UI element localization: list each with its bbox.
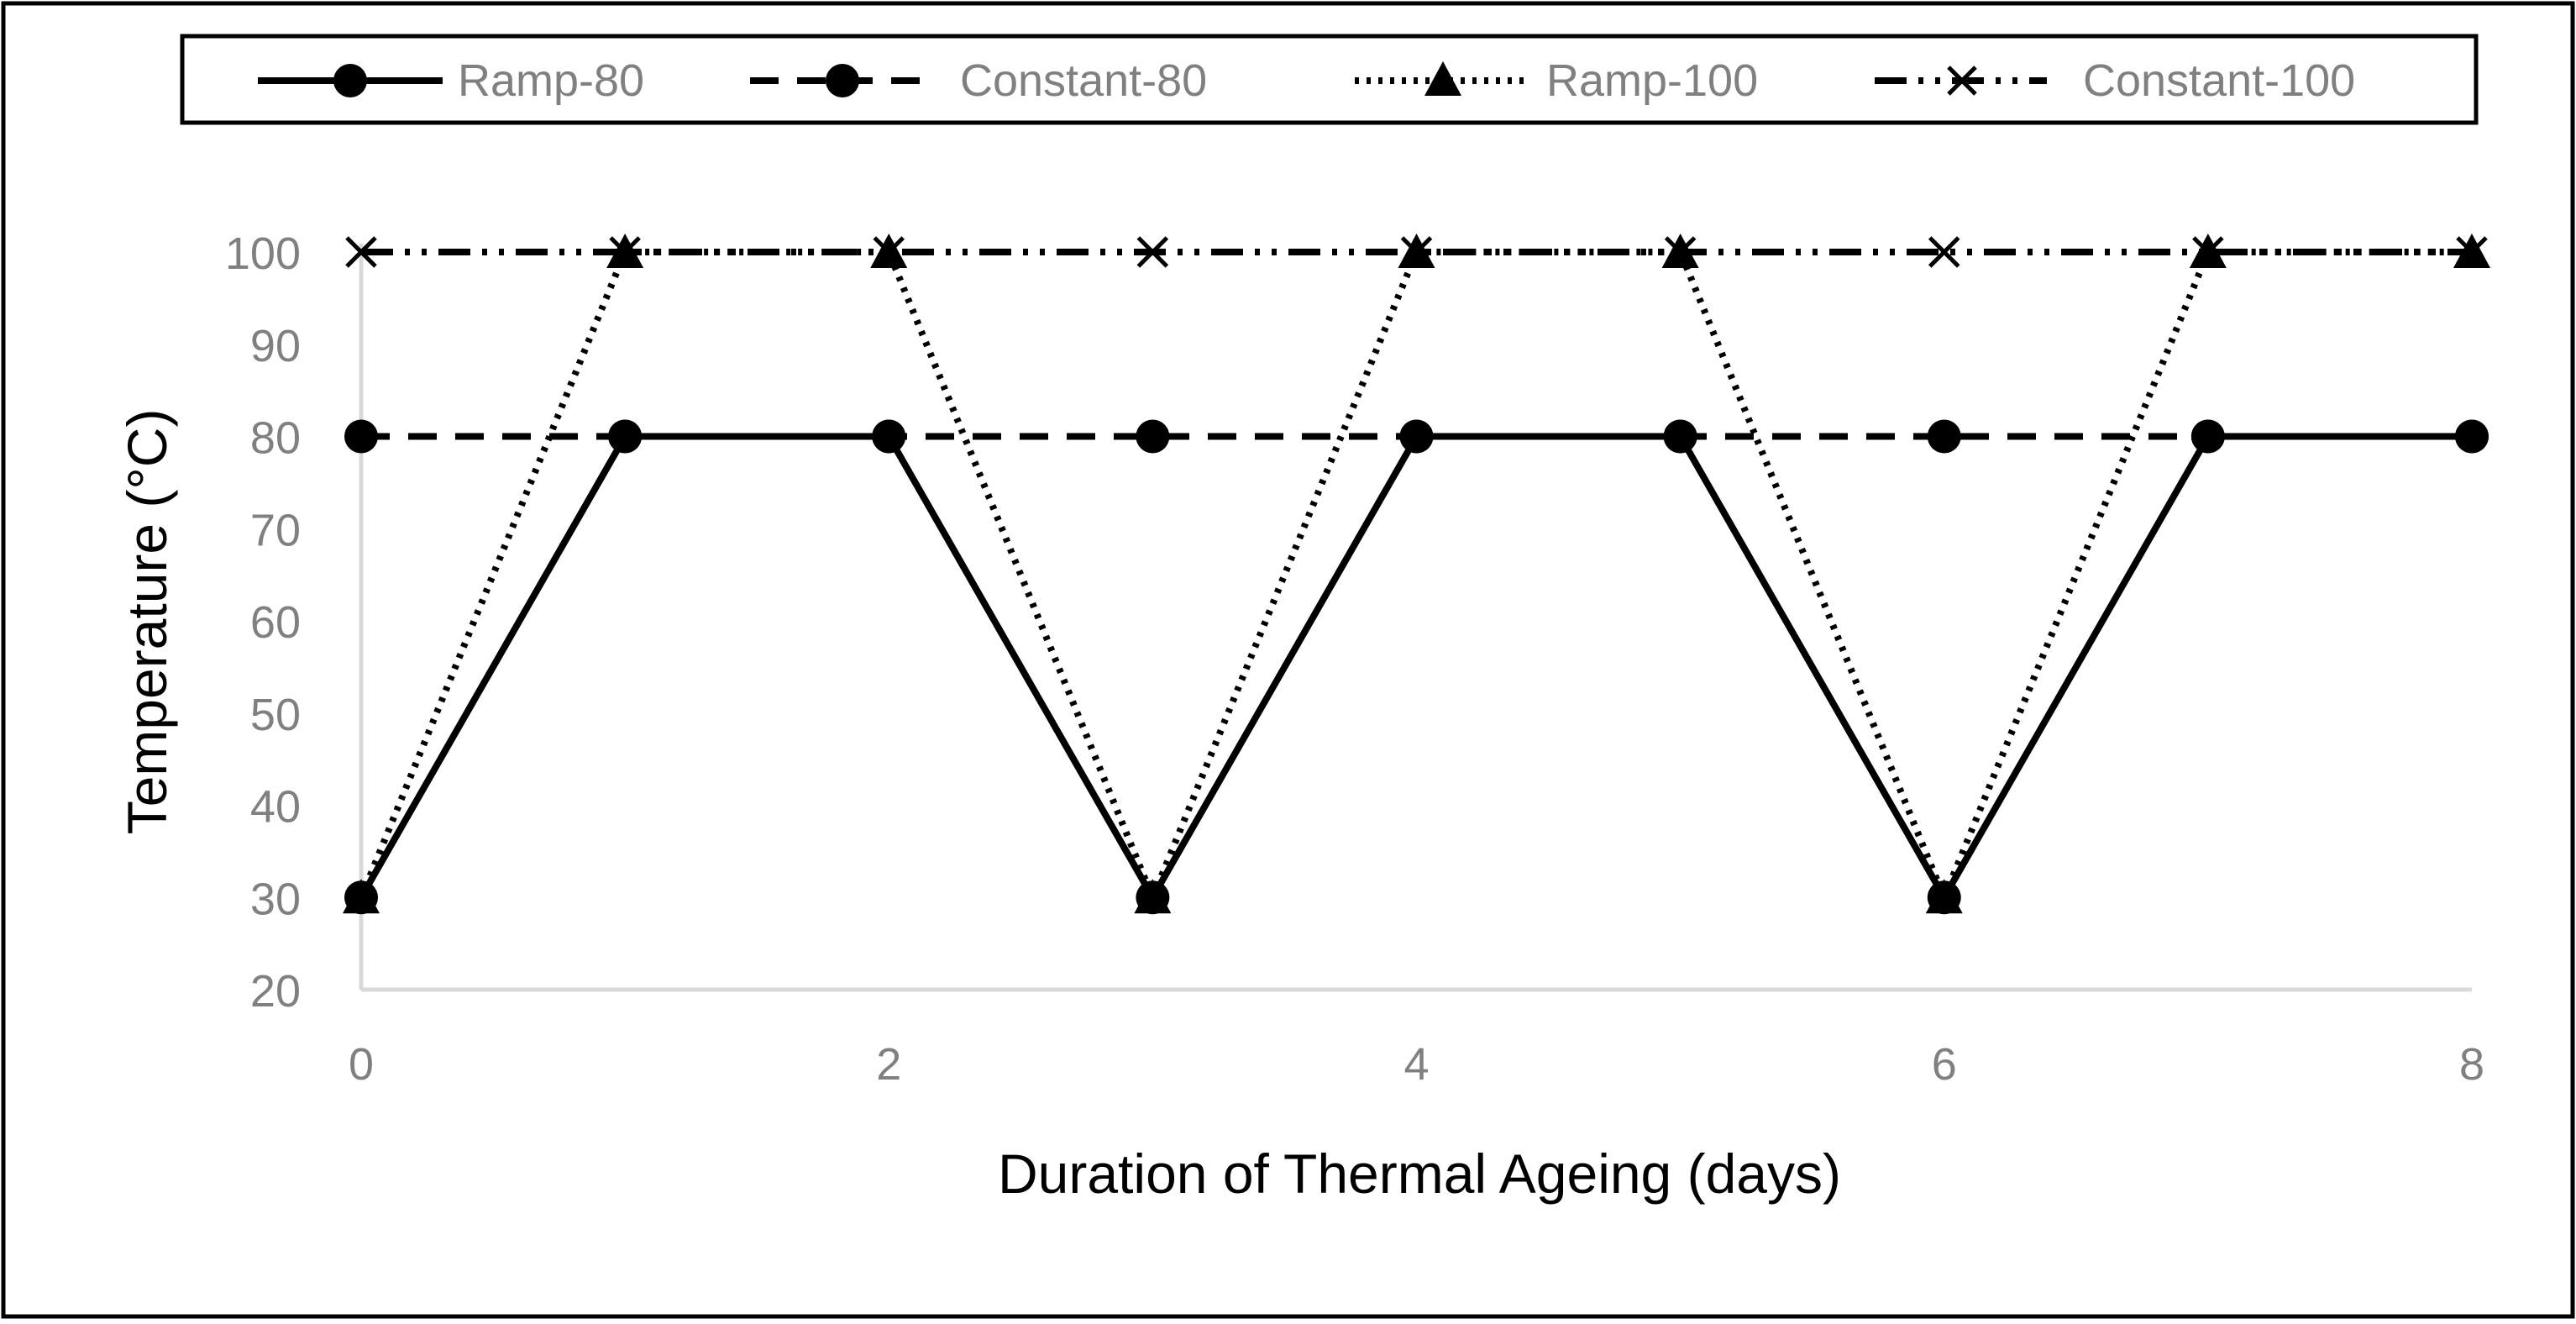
y-tick-label: 100 bbox=[225, 229, 301, 279]
legend-marker-circle bbox=[826, 64, 859, 97]
data-point bbox=[2189, 234, 2227, 268]
data-point bbox=[2190, 419, 2225, 454]
data-point bbox=[1398, 234, 1435, 268]
y-tick-label: 50 bbox=[250, 690, 301, 740]
data-point bbox=[344, 880, 378, 915]
y-tick-label: 60 bbox=[250, 597, 301, 648]
x-mark-stroke bbox=[1136, 236, 1169, 268]
series-ramp-80 bbox=[344, 419, 2489, 915]
legend-box bbox=[180, 34, 2479, 125]
y-tick-label: 70 bbox=[250, 505, 301, 555]
data-point bbox=[606, 234, 644, 268]
data-point bbox=[1927, 880, 1961, 915]
legend: Ramp-80 Constant-80 Ramp-100 Constant-10… bbox=[180, 34, 2479, 125]
data-point bbox=[872, 419, 906, 454]
legend-item-ramp-100[interactable]: Ramp-100 bbox=[1355, 55, 1758, 106]
data-point bbox=[870, 234, 908, 268]
legend-item-constant-100[interactable]: Constant-100 bbox=[1875, 55, 2355, 106]
x-mark-stroke bbox=[1928, 236, 1960, 268]
x-tick-label: 0 bbox=[349, 1039, 374, 1090]
x-axis-ticks: 0 2 4 6 8 bbox=[349, 1039, 2484, 1090]
y-tick-label: 30 bbox=[250, 874, 301, 924]
y-tick-label: 40 bbox=[250, 782, 301, 833]
legend-label: Constant-100 bbox=[2083, 55, 2355, 106]
legend-marker-triangle bbox=[1424, 61, 1461, 96]
y-tick-label: 90 bbox=[250, 321, 301, 371]
data-point bbox=[1661, 234, 1699, 268]
data-point bbox=[2455, 419, 2489, 454]
y-axis-ticks: 20 30 40 50 60 70 80 90 100 bbox=[225, 229, 301, 1017]
data-point bbox=[345, 236, 377, 268]
legend-item-ramp-80[interactable]: Ramp-80 bbox=[258, 55, 644, 106]
x-tick-label: 6 bbox=[1932, 1039, 1957, 1090]
y-axis-title: Temperature (°C) bbox=[116, 409, 178, 835]
legend-label: Ramp-80 bbox=[458, 55, 644, 106]
x-tick-label: 8 bbox=[2459, 1039, 2484, 1090]
data-point bbox=[344, 419, 378, 454]
legend-item-constant-80[interactable]: Constant-80 bbox=[750, 55, 1207, 106]
y-tick-label: 80 bbox=[250, 413, 301, 464]
legend-marker-x bbox=[1947, 66, 1977, 96]
data-point bbox=[1136, 419, 1170, 454]
x-tick-label: 4 bbox=[1403, 1039, 1429, 1090]
x-mark-stroke bbox=[345, 236, 377, 268]
axes bbox=[359, 244, 2472, 992]
data-point bbox=[1928, 236, 1960, 268]
legend-label: Constant-80 bbox=[960, 55, 1207, 106]
y-tick-label: 20 bbox=[250, 966, 301, 1017]
x-axis-title: Duration of Thermal Ageing (days) bbox=[998, 1143, 1841, 1205]
series-group bbox=[343, 234, 2490, 915]
legend-label: Ramp-100 bbox=[1546, 55, 1758, 106]
data-point bbox=[1927, 419, 1961, 454]
data-point bbox=[2453, 234, 2490, 268]
legend-marker-circle bbox=[333, 64, 367, 97]
data-point bbox=[608, 419, 643, 454]
data-point bbox=[1399, 419, 1434, 454]
data-point bbox=[1663, 419, 1697, 454]
data-point bbox=[1136, 880, 1170, 915]
x-tick-label: 2 bbox=[876, 1039, 901, 1090]
data-point bbox=[1136, 236, 1169, 268]
